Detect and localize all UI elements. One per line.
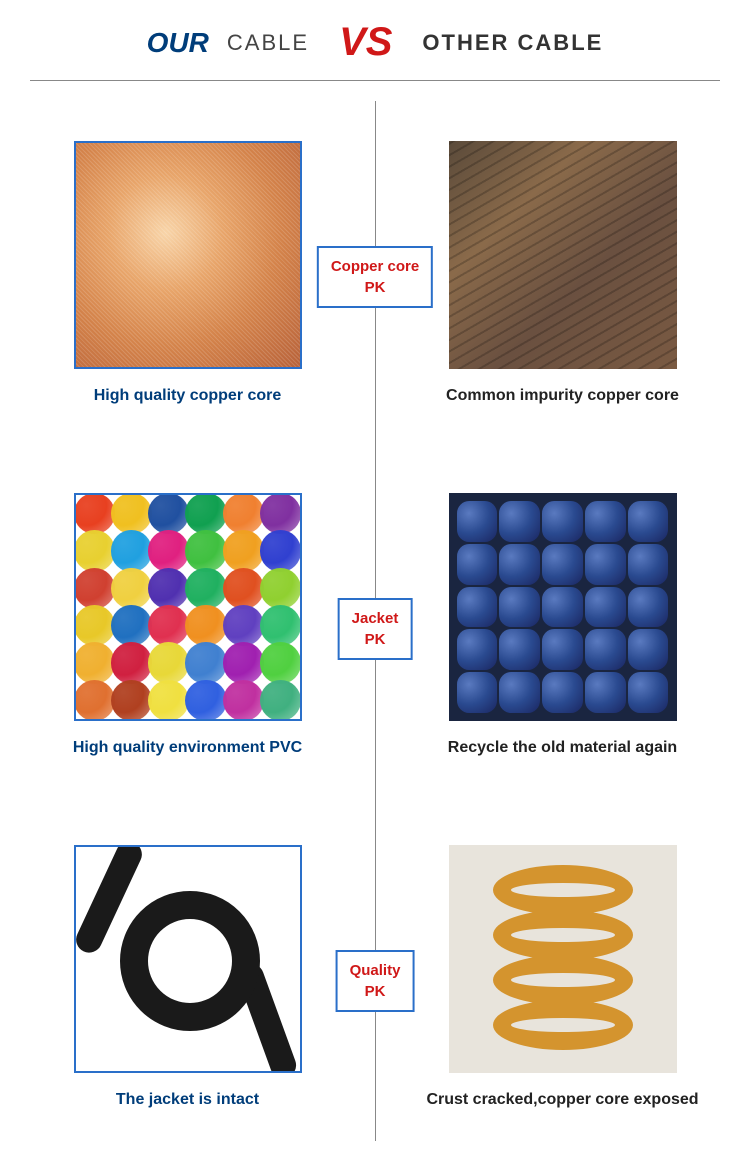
header-our: OUR [147, 27, 209, 59]
caption-right: Common impurity copper core [446, 387, 679, 405]
header-vs: VS [339, 20, 392, 65]
right-col: Recycle the old material again [375, 493, 750, 757]
caption-left: High quality environment PVC [73, 739, 302, 757]
header-other-cable: OTHER CABLE [422, 30, 603, 56]
image-pvc-colorful [74, 493, 302, 721]
header-cable-left: CABLE [227, 30, 309, 56]
header: OUR CABLE VS OTHER CABLE [0, 0, 750, 80]
image-crust-cracked [449, 845, 677, 1073]
image-jacket-intact [74, 845, 302, 1073]
pk-label-line2: PK [331, 277, 419, 298]
pk-label-line1: Quality [350, 960, 401, 981]
pk-label-line1: Jacket [352, 608, 399, 629]
comparison-row-copper: High quality copper core Common impurity… [0, 141, 750, 405]
left-col: The jacket is intact [0, 845, 375, 1109]
caption-left: High quality copper core [94, 387, 282, 405]
caption-right: Crust cracked,copper core exposed [426, 1091, 698, 1109]
pk-label-line1: Copper core [331, 256, 419, 277]
image-pvc-blue [449, 493, 677, 721]
left-col: High quality environment PVC [0, 493, 375, 757]
comparison-row-quality: The jacket is intact Crust cracked,coppe… [0, 845, 750, 1109]
right-col: Crust cracked,copper core exposed [375, 845, 750, 1109]
comparison-content: High quality copper core Common impurity… [0, 81, 750, 1109]
caption-right: Recycle the old material again [448, 739, 677, 757]
caption-left: The jacket is intact [116, 1091, 259, 1109]
pk-label-line2: PK [350, 981, 401, 1002]
pk-label-copper: Copper core PK [317, 246, 433, 308]
pk-label-quality: Quality PK [336, 950, 415, 1012]
comparison-row-jacket: High quality environment PVC Recycle the… [0, 493, 750, 757]
image-copper-high-quality [74, 141, 302, 369]
image-copper-impurity [449, 141, 677, 369]
pk-label-jacket: Jacket PK [338, 598, 413, 660]
pk-label-line2: PK [352, 629, 399, 650]
